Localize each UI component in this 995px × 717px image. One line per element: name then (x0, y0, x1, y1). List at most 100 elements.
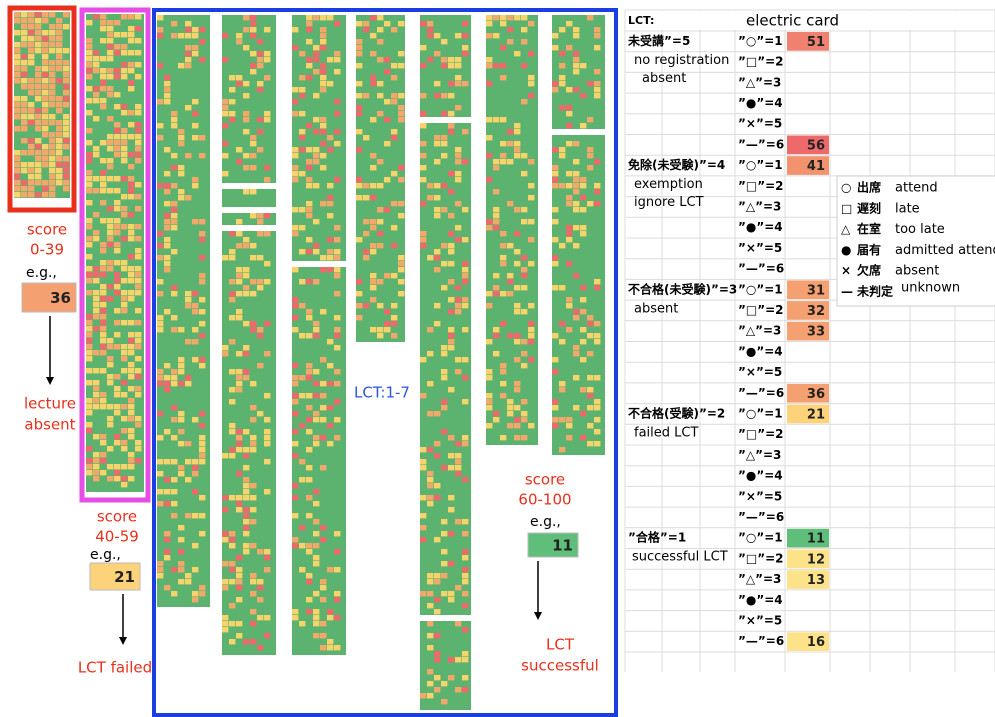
heatmap-cell (514, 15, 521, 21)
heatmap-cell (521, 27, 528, 33)
heatmap-cell (178, 417, 185, 423)
heatmap-cell (500, 15, 507, 21)
heatmap-column (157, 15, 210, 607)
heatmap-cell (128, 464, 135, 470)
heatmap-cell (356, 303, 363, 309)
heatmap-cell (363, 27, 370, 33)
heatmap-cell (320, 537, 327, 543)
heatmap-cell (462, 567, 469, 573)
heatmap-cell (114, 332, 121, 338)
heatmap-cell (236, 579, 243, 585)
heatmap-cell (86, 380, 93, 386)
legend-en: attend (895, 181, 938, 196)
heatmap-cell (243, 93, 250, 99)
heatmap-cell (580, 231, 587, 237)
heatmap-cell (56, 96, 63, 102)
heatmap-cell (42, 192, 49, 198)
heatmap-cell (100, 398, 107, 404)
heatmap-cell (250, 579, 257, 585)
heatmap-cell (391, 129, 398, 135)
heatmap-cell (559, 81, 566, 87)
heatmap-cell (157, 135, 164, 141)
legend-ja: 欠席 (857, 263, 881, 278)
heatmap-cell (500, 141, 507, 147)
heatmap-cell (257, 129, 264, 135)
heatmap-cell (566, 435, 573, 441)
heatmap-cell (257, 57, 264, 63)
heatmap-cell (178, 471, 185, 477)
heatmap-cell (229, 561, 236, 567)
heatmap-cell (441, 681, 448, 687)
value-cell (787, 321, 829, 341)
heatmap-cell (377, 327, 384, 333)
heatmap-cell (236, 585, 243, 591)
heatmap-cell (306, 207, 313, 213)
heatmap-cell (448, 345, 455, 351)
heatmap-cell (107, 38, 114, 44)
heatmap-cell (327, 237, 334, 243)
heatmap-cell (462, 651, 469, 657)
heatmap-cell (434, 249, 441, 255)
heatmap-cell (135, 338, 142, 344)
heatmap-cell (128, 164, 135, 170)
heatmap-cell (370, 225, 377, 231)
heatmap-cell (528, 219, 535, 225)
heatmap-cell (356, 63, 363, 69)
heatmap-cell (334, 69, 341, 75)
heatmap-cell (587, 441, 594, 447)
heatmap-cell (128, 62, 135, 68)
heatmap-cell (49, 168, 56, 174)
heatmap-cell (114, 224, 121, 230)
heatmap-cell (121, 296, 128, 302)
heatmap-cell (573, 189, 580, 195)
section-note: absent (634, 301, 678, 316)
heatmap-cell (199, 585, 206, 591)
code-label: ”—”=6 (738, 634, 784, 648)
heatmap-cell (441, 405, 448, 411)
heatmap-column (86, 14, 144, 492)
heatmap-cell (121, 194, 128, 200)
heatmap-cell (49, 174, 56, 180)
heatmap-cell (199, 321, 206, 327)
heatmap-cell (320, 381, 327, 387)
center-label: LCT:1-7 (354, 384, 410, 402)
heatmap-cell (441, 285, 448, 291)
heatmap-cell (334, 549, 341, 555)
heatmap-cell (427, 681, 434, 687)
heatmap-cell (306, 249, 313, 255)
heatmap-cell (559, 387, 566, 393)
heatmap-cell (566, 225, 573, 231)
heatmap-cell (250, 591, 257, 597)
heatmap-cell (448, 657, 455, 663)
heatmap-cell (229, 537, 236, 543)
heatmap-cell (427, 471, 434, 477)
heatmap-cell (128, 428, 135, 434)
heatmap-gap (552, 129, 605, 135)
heatmap-cell (580, 357, 587, 363)
heatmap-cell (313, 531, 320, 537)
heatmap-cell (114, 104, 121, 110)
heatmap-cell (107, 380, 114, 386)
heatmap-cell (35, 162, 42, 168)
heatmap-cell (185, 27, 192, 33)
heatmap-cell (462, 21, 469, 27)
heatmap-cell (398, 213, 405, 219)
heatmap-cell (243, 639, 250, 645)
heatmap-cell (292, 165, 299, 171)
outcome-label: LCT failed (78, 659, 152, 677)
heatmap-cell (199, 297, 206, 303)
heatmap-cell (107, 50, 114, 56)
heatmap-cell (377, 39, 384, 45)
heatmap-cell (135, 290, 142, 296)
code-label: ”●”=4 (738, 344, 783, 358)
heatmap-cell (320, 201, 327, 207)
heatmap-cell (306, 213, 313, 219)
heatmap-cell (21, 108, 28, 114)
heatmap-cell (299, 525, 306, 531)
heatmap-cell (334, 597, 341, 603)
heatmap-cell (313, 327, 320, 333)
heatmap-cell (42, 102, 49, 108)
heatmap-cell (114, 260, 121, 266)
heatmap-cell (448, 297, 455, 303)
